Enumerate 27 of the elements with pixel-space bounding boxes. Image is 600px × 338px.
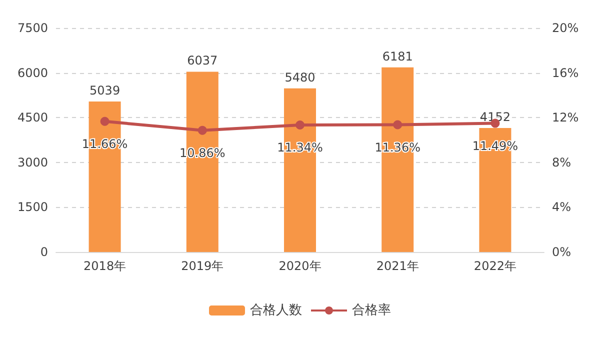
y2-tick-label: 0% xyxy=(552,245,572,259)
data-label: 5039 xyxy=(90,84,120,98)
legend-label: 合格人数 xyxy=(250,303,302,318)
point xyxy=(100,116,110,126)
y2-tick-label: 12% xyxy=(552,110,579,125)
y-tick-label: 7500 xyxy=(17,21,48,35)
data-label: 6181 xyxy=(382,49,413,64)
y-tick-label: 0 xyxy=(40,245,48,259)
x-tick-label: 2021年 xyxy=(376,259,419,273)
y2-tick-label: 20% xyxy=(552,21,579,35)
y-tick-label: 3000 xyxy=(17,155,48,170)
y-tick-label: 4500 xyxy=(17,110,48,125)
point xyxy=(393,120,402,130)
data-label: 5480 xyxy=(284,70,316,84)
y-tick-label: 6000 xyxy=(17,66,48,80)
x-tick-label: 2019年 xyxy=(181,259,224,273)
x-tick-label: 2020年 xyxy=(278,259,322,273)
point xyxy=(296,120,304,130)
x-tick-label: 2022年 xyxy=(474,259,516,273)
legend-label: 合格率 xyxy=(352,302,391,318)
y2-tick-label: 8% xyxy=(552,155,572,170)
y-tick-label: 1500 xyxy=(17,200,48,214)
point xyxy=(198,126,207,135)
x-tick-label: 2018年 xyxy=(84,259,126,273)
y2-tick-label: 4% xyxy=(552,200,572,214)
data-label: 6037 xyxy=(187,54,218,68)
y2-tick-label: 16% xyxy=(552,66,579,80)
